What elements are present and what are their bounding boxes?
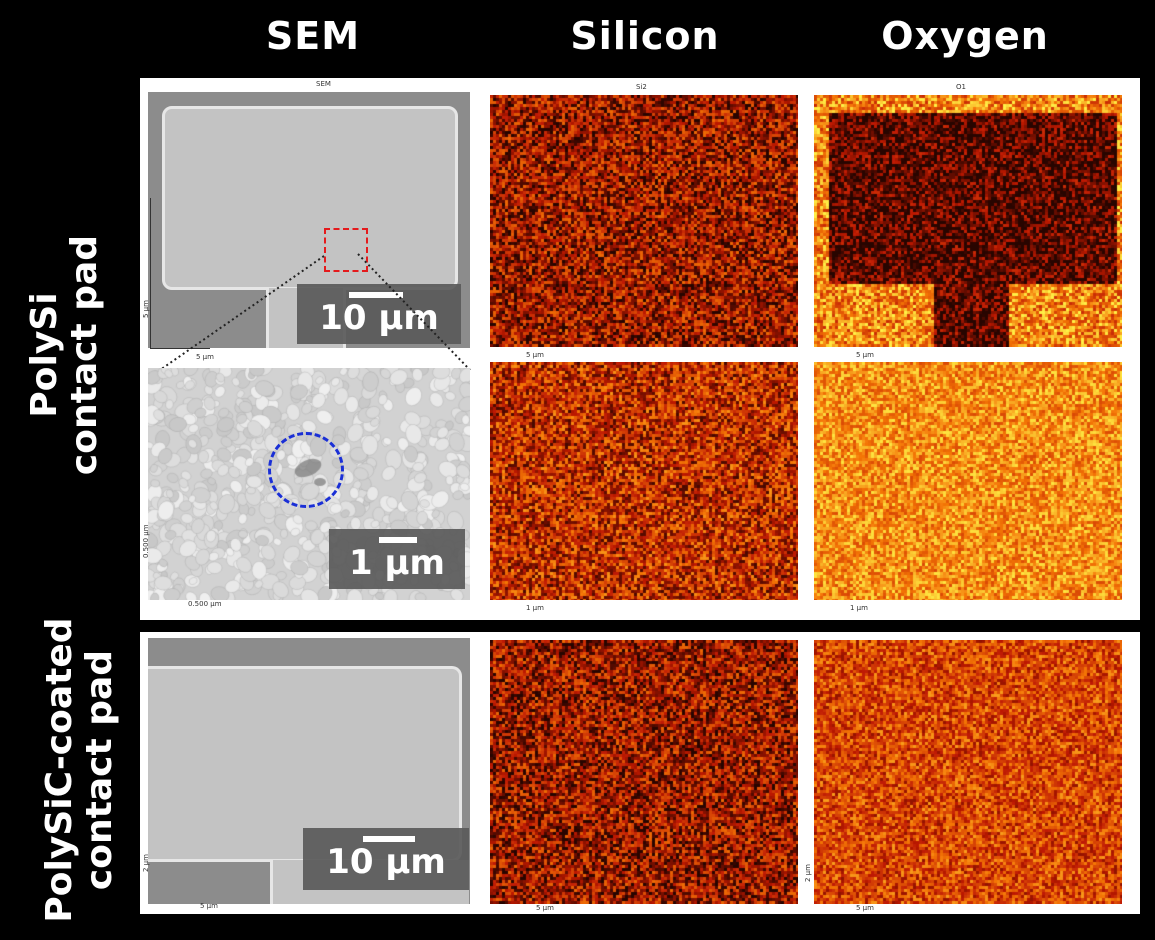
- axis-label-5um-o: 5 µm: [856, 351, 874, 359]
- column-header-silicon: Silicon: [570, 14, 720, 58]
- y-axis: [150, 198, 151, 348]
- axis-label-half-um-x: 0.500 µm: [188, 600, 222, 608]
- oxygen-map-top: [814, 95, 1122, 347]
- sem-pad-shape: [162, 106, 458, 290]
- polysic-panel-group: 5 µm 2 µm 10 µm 5 µm 5 µm 2 µm: [140, 632, 1140, 914]
- row-label-polysic-line2: contact pad: [79, 649, 120, 891]
- axis-label-5um-o-bottom: 5 µm: [856, 904, 874, 912]
- scale-bar-line-zoom: [379, 537, 417, 543]
- scale-bar-label-top: 10 µm: [319, 298, 439, 338]
- row-label-polysi-line1: PolySi: [24, 292, 65, 418]
- zoom-region-box: [324, 228, 368, 272]
- axis-label-5um-si: 5 µm: [526, 351, 544, 359]
- axis-label-2um-sem-bottom: 2 µm: [142, 854, 150, 872]
- silicon-map-top: [490, 95, 798, 347]
- scale-bar-box-zoom: 1 µm: [329, 529, 465, 589]
- column-header-oxygen: Oxygen: [881, 14, 1049, 58]
- axis-label-2um-o-bottom: 2 µm: [804, 864, 812, 882]
- scale-bar-label-zoom: 1 µm: [349, 543, 445, 583]
- row-label-polysi-line2: contact pad: [64, 234, 105, 476]
- axis-label-5um-x: 5 µm: [196, 353, 214, 361]
- si-panel-title: Si2: [636, 83, 647, 91]
- axis-label-5um-si-bottom: 5 µm: [536, 904, 554, 912]
- scale-bar-box-top: 10 µm: [297, 284, 461, 344]
- x-axis: [150, 348, 210, 349]
- zoom-connector-lines: [159, 253, 471, 371]
- silicon-map-zoom: [490, 362, 798, 600]
- row-label-polysi: PolySi contact pad: [24, 185, 115, 525]
- scale-bar-line-bottom: [363, 836, 415, 842]
- column-header-sem: SEM: [265, 14, 361, 58]
- silicon-map-polysic: [490, 640, 798, 904]
- scale-bar-line-top: [349, 292, 403, 298]
- axis-label-1um-si: 1 µm: [526, 604, 544, 612]
- axis-label-5um-sem-bottom: 5 µm: [200, 902, 218, 910]
- axis-label-half-um-y: 0.500 µm: [142, 524, 150, 558]
- defect-circle: [268, 432, 344, 508]
- sem-panel-title: SEM: [316, 80, 331, 88]
- axis-label-1um-o: 1 µm: [850, 604, 868, 612]
- row-label-polysic: PolySiC-coated contact pad: [39, 600, 130, 940]
- oxygen-map-polysic: [814, 640, 1122, 904]
- row-label-polysic-line1: PolySiC-coated: [39, 617, 80, 923]
- oxygen-map-zoom: [814, 362, 1122, 600]
- scale-bar-box-bottom: 10 µm: [303, 828, 469, 890]
- scale-bar-label-bottom: 10 µm: [326, 842, 446, 882]
- polysi-panel-group: SEM 5 µm 5 µm 10 µm 0.500 µm 0.500 µm 1 …: [140, 78, 1140, 620]
- o-panel-title: O1: [956, 83, 966, 91]
